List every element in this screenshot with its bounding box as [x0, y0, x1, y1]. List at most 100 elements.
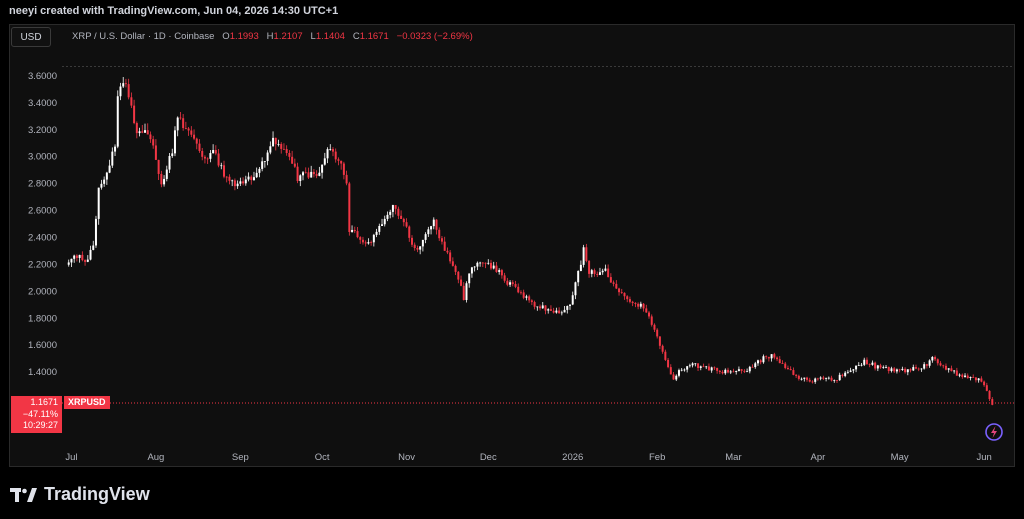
candle-body: [291, 156, 294, 164]
candle-body: [451, 261, 454, 266]
candle-body: [282, 148, 285, 150]
candle-body: [928, 360, 931, 366]
candle-body: [479, 262, 482, 264]
candle-body: [792, 370, 795, 375]
candle-body: [985, 385, 988, 391]
candle-body: [961, 374, 964, 378]
candle-body: [563, 309, 566, 313]
legend-low-label: L: [310, 31, 316, 42]
candle-body: [759, 360, 762, 363]
candle-body: [656, 329, 659, 337]
candle-body: [860, 364, 863, 366]
candle-body: [242, 181, 245, 184]
candle-body: [822, 377, 825, 379]
last-price-change: −47.11%: [22, 408, 58, 419]
snapshot-icon[interactable]: [983, 421, 1005, 448]
y-tick-label: 2.0000: [28, 286, 57, 297]
candle-body: [193, 134, 196, 139]
candle-body: [688, 365, 691, 367]
legend-high-label: H: [266, 31, 274, 42]
candle-body: [637, 303, 640, 307]
currency-button[interactable]: USD: [11, 27, 51, 47]
candle-body: [244, 179, 247, 184]
candle-body: [179, 117, 182, 119]
candle-body: [413, 244, 416, 248]
candle-body: [582, 247, 585, 265]
candle-body: [786, 367, 789, 370]
candle-body: [558, 310, 561, 314]
candle-body: [323, 158, 326, 165]
candle-body: [119, 86, 122, 97]
x-tick-label: Nov: [398, 452, 415, 463]
x-tick-label: Mar: [725, 452, 741, 463]
candle-body: [157, 159, 160, 174]
candle-body: [887, 366, 890, 372]
candle-body: [285, 149, 288, 153]
candle-body: [618, 288, 621, 293]
candle-body: [160, 173, 163, 185]
candle-body: [541, 305, 544, 309]
candle-body: [672, 374, 675, 380]
candle-body: [699, 366, 702, 368]
candle-body: [329, 149, 332, 150]
candle-body: [920, 368, 923, 370]
tradingview-brand[interactable]: TradingView: [10, 484, 150, 505]
candle-body: [460, 279, 463, 286]
legend-high-value: 1.2107: [273, 31, 303, 42]
candle-body: [841, 374, 844, 376]
candle-body: [593, 270, 596, 274]
candle-body: [746, 371, 749, 373]
bar-countdown: 10:29:27: [22, 420, 58, 430]
brand-name: TradingView: [44, 484, 150, 504]
candle-body: [904, 368, 907, 373]
candle-body: [261, 161, 264, 169]
candle-body: [988, 390, 991, 400]
candle-body: [825, 377, 828, 379]
candle-body: [394, 205, 397, 209]
candle-body: [503, 275, 506, 281]
candle-body: [555, 310, 558, 313]
candle-body: [705, 366, 708, 368]
candle-body: [173, 130, 176, 154]
candle-body: [634, 302, 637, 304]
candle-body: [511, 282, 514, 285]
candle-body: [318, 172, 321, 176]
candle-body: [247, 176, 250, 180]
candle-body: [288, 152, 291, 157]
candle-body: [906, 369, 909, 373]
candle-body: [430, 226, 433, 230]
candle-body: [648, 312, 651, 317]
x-tick-label: Sep: [232, 452, 249, 463]
candle-body: [748, 366, 751, 372]
candle-body: [702, 366, 705, 368]
candle-body: [184, 128, 187, 129]
candle-body: [806, 377, 809, 380]
candle-body: [895, 369, 898, 372]
candle-body: [470, 267, 473, 274]
candle-body: [321, 164, 324, 173]
y-tick-label: 2.2000: [28, 259, 57, 270]
candle-body: [217, 153, 220, 166]
candle-body: [585, 247, 588, 261]
candle-body: [609, 277, 612, 283]
candle-body: [454, 265, 457, 272]
candle-body: [547, 309, 550, 311]
candle-body: [721, 371, 724, 374]
candle-body: [280, 144, 283, 149]
candle-body: [435, 219, 438, 230]
candle-body: [931, 357, 934, 361]
candle-body: [381, 224, 384, 226]
candle-body: [939, 363, 942, 366]
chart-panel[interactable]: [9, 24, 1015, 467]
candle-body: [443, 241, 446, 251]
candle-body: [78, 254, 81, 258]
candle-body: [397, 208, 400, 216]
candle-body: [359, 237, 362, 240]
candle-body: [67, 262, 70, 265]
candle-body: [604, 268, 607, 271]
candle-body: [552, 310, 555, 313]
last-price-badge: 1.1671 −47.11% 10:29:27: [11, 396, 62, 433]
candle-body: [874, 362, 877, 369]
candle-body: [795, 374, 798, 376]
